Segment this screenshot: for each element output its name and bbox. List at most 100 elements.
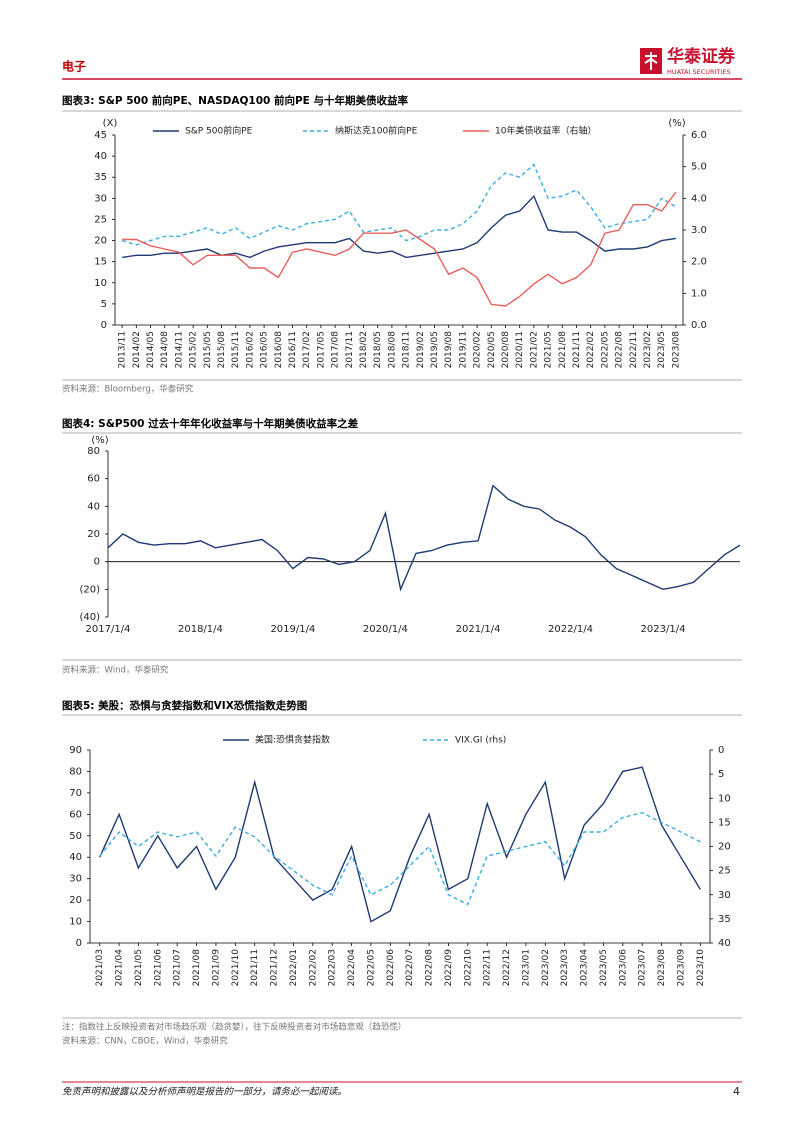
y-unit: (X) [103, 118, 118, 129]
y2-unit: (%) [668, 118, 685, 129]
x-tick-label: 2021/12 [270, 949, 280, 986]
x-tick-label: 2020/02 [473, 331, 483, 368]
y2-tick-label: 1.0 [691, 288, 707, 299]
y2-tick-label: 35 [718, 914, 731, 925]
y-tick-label: 10 [69, 917, 82, 928]
legend-label: S&P 500前向PE [185, 125, 253, 137]
y2-tick-label: 30 [718, 890, 731, 901]
x-tick-label: 2017/02 [302, 331, 312, 368]
y-tick-label: 40 [69, 852, 82, 863]
x-tick-label: 2018/11 [402, 331, 412, 368]
y2-tick-label: 10 [718, 793, 731, 804]
x-tick-label: 2017/1/4 [86, 624, 131, 635]
x-tick-label: 2022/04 [347, 949, 357, 987]
y2-tick-label: 15 [718, 817, 731, 828]
logo-en: HUATAI SECURITIES [667, 68, 731, 76]
x-tick-label: 2023/02 [541, 949, 551, 986]
y-tick-label: 35 [94, 172, 107, 183]
x-tick-label: 2022/10 [463, 949, 473, 987]
y-tick-label: (20) [79, 584, 100, 595]
x-tick-label: 2015/02 [189, 331, 199, 368]
y-tick-label: 80 [69, 766, 82, 777]
x-tick-label: 2022/03 [328, 949, 338, 986]
x-tick-label: 2016/02 [245, 331, 255, 368]
x-tick-label: 2021/05 [544, 331, 554, 368]
x-tick-label: 2022/07 [405, 949, 415, 986]
source: 资料来源：Bloomberg，华泰研究 [62, 384, 194, 395]
x-tick-label: 2022/02 [586, 331, 596, 368]
y-tick-label: 70 [69, 788, 82, 799]
x-tick-label: 2021/05 [134, 949, 144, 986]
x-tick-label: 2022/1/4 [548, 624, 593, 635]
x-tick-label: 2014/11 [174, 331, 184, 368]
x-tick-label: 2018/02 [359, 331, 369, 368]
x-tick-label: 2017/11 [345, 331, 355, 368]
x-tick-label: 2022/01 [289, 949, 299, 986]
x-tick-label: 2018/08 [387, 331, 397, 369]
y-tick-label: 25 [94, 214, 107, 225]
x-tick-label: 2018/05 [373, 331, 383, 368]
x-tick-label: 2023/03 [560, 949, 570, 986]
y-tick-label: 10 [94, 278, 107, 289]
x-tick-label: 2017/05 [316, 331, 326, 368]
x-tick-label: 2015/05 [203, 331, 213, 368]
legend-label: 10年美债收益率（右轴） [495, 125, 596, 137]
logo-text: 华泰证券 [667, 46, 736, 67]
x-tick-label: 2022/02 [308, 949, 318, 986]
x-tick-label: 2019/08 [444, 331, 454, 369]
legend-label: VIX.GI (rhs) [455, 736, 506, 746]
legend-label: 美国:恐惧贪婪指数 [255, 734, 330, 746]
y-tick-label: (40) [79, 612, 100, 623]
disclaimer: 免责声明和披露以及分析师声明是报告的一部分，请务必一起阅读。 [62, 1086, 347, 1098]
x-tick-label: 2019/02 [416, 331, 426, 368]
y-tick-label: 0 [94, 557, 100, 568]
y2-tick-label: 5.0 [691, 162, 707, 173]
x-tick-label: 2022/11 [629, 331, 639, 368]
legend-label: 纳斯达克100前向PE [335, 125, 418, 137]
series-line [121, 163, 677, 246]
y2-tick-label: 3.0 [691, 225, 707, 236]
x-tick-label: 2020/05 [487, 331, 497, 368]
x-tick-label: 2016/05 [260, 331, 270, 368]
x-tick-label: 2022/08 [615, 331, 625, 369]
y-tick-label: 30 [69, 874, 82, 885]
chart-title: 图表3: S&P 500 前向PE、NASDAQ100 前向PE 与十年期美债收… [62, 94, 409, 107]
y-tick-label: 0 [76, 938, 82, 949]
x-tick-label: 2023/05 [599, 949, 609, 986]
chart-title: 图表4: S&P500 过去十年年化收益率与十年期美债收益率之差 [62, 417, 359, 430]
x-tick-label: 2013/11 [118, 331, 128, 368]
y-tick-label: 40 [94, 151, 107, 162]
x-tick-label: 2017/08 [331, 331, 341, 369]
source: 资料来源：Wind，华泰研究 [62, 665, 169, 676]
y-tick-label: 15 [94, 257, 107, 268]
y-tick-label: 45 [94, 130, 107, 141]
y-tick-label: 90 [69, 745, 82, 756]
x-tick-label: 2023/04 [580, 949, 590, 987]
y2-tick-label: 40 [718, 938, 731, 949]
x-tick-label: 2021/07 [173, 949, 183, 986]
y-tick-label: 30 [94, 193, 107, 204]
y-tick-label: 50 [69, 831, 82, 842]
page-number: 4 [733, 1085, 740, 1098]
series-line [121, 194, 677, 259]
x-tick-label: 2019/11 [458, 331, 468, 368]
x-tick-label: 2021/06 [153, 949, 163, 987]
x-tick-label: 2019/1/4 [270, 624, 315, 635]
y-unit: (%) [91, 435, 108, 446]
x-tick-label: 2015/11 [231, 331, 241, 368]
x-tick-label: 2021/10 [231, 949, 241, 987]
series-line [99, 811, 701, 906]
y-tick-label: 0 [101, 320, 107, 331]
section: 电子 [62, 59, 86, 74]
y-tick-label: 20 [69, 895, 82, 906]
x-tick-label: 2014/02 [132, 331, 142, 368]
x-tick-label: 2015/08 [217, 331, 227, 369]
y2-tick-label: 2.0 [691, 257, 707, 268]
y2-tick-label: 6.0 [691, 130, 707, 141]
x-tick-label: 2014/08 [160, 331, 170, 369]
x-tick-label: 2022/11 [483, 949, 493, 986]
y-tick-label: 20 [87, 529, 100, 540]
y2-tick-label: 0 [718, 745, 724, 756]
